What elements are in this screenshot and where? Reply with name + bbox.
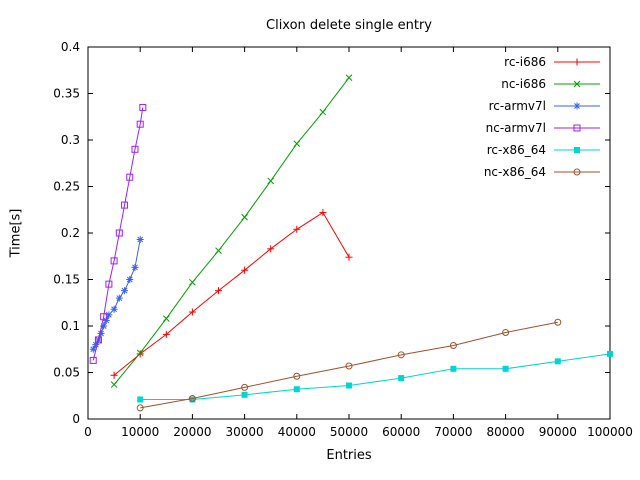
marker-cross xyxy=(319,108,327,116)
y-tick-label: 0.3 xyxy=(61,133,80,147)
marker-circle-open xyxy=(397,351,405,359)
legend-label-nc-i686: nc-i686 xyxy=(501,77,546,91)
x-tick-label: 30000 xyxy=(226,425,264,439)
marker-asterisk xyxy=(106,311,112,318)
marker-asterisk xyxy=(574,103,580,109)
marker-square-open xyxy=(105,280,113,288)
x-tick-label: 80000 xyxy=(487,425,525,439)
marker-cross xyxy=(189,278,196,286)
legend-label-rc-x86_64: rc-x86_64 xyxy=(487,143,546,157)
marker-square-filled xyxy=(137,396,144,403)
marker-square-open xyxy=(121,201,129,209)
marker-square-open xyxy=(94,336,102,344)
series-line-nc-i686 xyxy=(113,77,350,385)
marker-asterisk xyxy=(121,287,128,294)
y-tick-label: 0.35 xyxy=(53,87,80,101)
y-axis-label: Time[s] xyxy=(8,208,24,258)
marker-circle-open xyxy=(136,404,144,412)
y-tick-label: 0.15 xyxy=(53,273,80,287)
marker-circle-open xyxy=(241,383,249,391)
y-tick-label: 0.4 xyxy=(61,40,80,54)
marker-square-filled xyxy=(241,391,248,398)
legend-label-nc-armv7l: nc-armv7l xyxy=(486,121,546,135)
marker-square-open xyxy=(126,173,134,181)
x-tick-label: 60000 xyxy=(382,425,420,439)
marker-square-filled xyxy=(189,396,196,403)
series-line-rc-x86_64 xyxy=(140,353,611,400)
marker-cross xyxy=(110,381,118,388)
series-line-nc-x86_64 xyxy=(140,321,558,409)
marker-square-open xyxy=(131,145,139,153)
marker-circle-open xyxy=(554,318,562,326)
marker-cross xyxy=(136,349,144,357)
marker-asterisk xyxy=(111,306,117,313)
legend-label-rc-i686: rc-i686 xyxy=(504,55,546,69)
marker-cross xyxy=(267,177,275,185)
legend-label-nc-x86_64: nc-x86_64 xyxy=(484,165,546,179)
marker-square-open xyxy=(136,120,144,128)
marker-asterisk xyxy=(90,346,97,353)
marker-square-open xyxy=(115,229,123,237)
marker-cross xyxy=(215,247,222,254)
x-tick-label: 100000 xyxy=(587,425,633,439)
x-tick-label: 40000 xyxy=(278,425,316,439)
marker-asterisk xyxy=(116,295,123,301)
legend-label-rc-armv7l: rc-armv7l xyxy=(489,99,546,113)
x-tick-label: 20000 xyxy=(173,425,211,439)
series-line-rc-i686 xyxy=(113,211,350,376)
x-tick-label: 10000 xyxy=(121,425,159,439)
marker-square-filled xyxy=(574,147,580,153)
marker-square-filled xyxy=(502,365,509,372)
marker-cross xyxy=(345,74,353,82)
marker-cross xyxy=(241,213,248,221)
marker-square-open xyxy=(110,257,118,265)
marker-asterisk xyxy=(103,317,110,324)
marker-asterisk xyxy=(132,264,138,271)
x-axis-label: Entries xyxy=(326,448,372,463)
marker-circle-open xyxy=(345,362,353,370)
marker-square-filled xyxy=(450,365,457,372)
marker-square-filled xyxy=(293,386,300,393)
x-tick-label: 70000 xyxy=(434,425,472,439)
marker-asterisk xyxy=(137,236,144,243)
y-tick-label: 0.1 xyxy=(61,319,80,333)
series-line-nc-armv7l xyxy=(92,107,144,361)
marker-circle-open xyxy=(573,168,581,176)
y-tick-label: 0.25 xyxy=(53,180,80,194)
marker-circle-open xyxy=(502,329,510,337)
marker-circle-open xyxy=(293,372,301,380)
marker-square-open xyxy=(89,356,97,364)
marker-cross xyxy=(162,315,170,322)
marker-square-filled xyxy=(607,350,613,357)
marker-square-open xyxy=(100,313,108,321)
marker-circle-open xyxy=(449,342,457,350)
marker-square-filled xyxy=(398,375,405,382)
y-tick-label: 0.05 xyxy=(53,366,80,380)
marker-cross xyxy=(293,140,301,148)
chart-title: Clixon delete single entry xyxy=(266,18,432,33)
marker-square-filled xyxy=(346,382,352,389)
marker-square-open xyxy=(573,124,581,132)
marker-asterisk xyxy=(100,323,107,329)
x-tick-label: 50000 xyxy=(330,425,368,439)
marker-cross xyxy=(573,80,581,88)
marker-circle-open xyxy=(188,395,196,403)
x-tick-label: 0 xyxy=(84,425,92,439)
marker-asterisk xyxy=(126,276,133,283)
marker-square-open xyxy=(139,103,147,111)
y-tick-label: 0 xyxy=(72,412,80,426)
x-tick-label: 90000 xyxy=(539,425,577,439)
y-tick-label: 0.2 xyxy=(61,226,80,240)
marker-square-filled xyxy=(554,358,561,365)
